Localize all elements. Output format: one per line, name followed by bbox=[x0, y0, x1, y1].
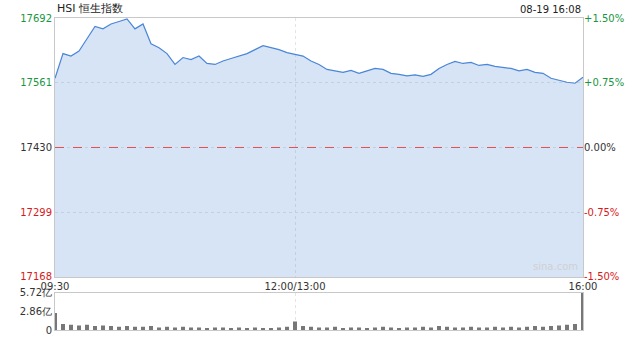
svg-text:0: 0 bbox=[46, 325, 52, 336]
svg-text:+0.75%: +0.75% bbox=[584, 77, 624, 88]
svg-text:17561: 17561 bbox=[20, 77, 52, 88]
svg-text:12:00/13:00: 12:00/13:00 bbox=[264, 281, 325, 292]
svg-text:+1.50%: +1.50% bbox=[584, 13, 624, 24]
svg-text:0.00%: 0.00% bbox=[584, 142, 616, 153]
svg-text:-1.50%: -1.50% bbox=[584, 271, 619, 282]
svg-text:sina.com: sina.com bbox=[533, 261, 578, 272]
svg-text:-0.75%: -0.75% bbox=[584, 207, 619, 218]
svg-text:08-19 16:08: 08-19 16:08 bbox=[520, 4, 581, 15]
svg-text:09:30: 09:30 bbox=[41, 281, 70, 292]
svg-text:5.72亿: 5.72亿 bbox=[20, 287, 52, 298]
svg-text:17168: 17168 bbox=[20, 271, 52, 282]
svg-text:2.86亿: 2.86亿 bbox=[20, 306, 52, 317]
svg-text:17299: 17299 bbox=[20, 207, 52, 218]
svg-text:17692: 17692 bbox=[20, 13, 52, 24]
svg-text:16:00: 16:00 bbox=[569, 281, 598, 292]
svg-text:HSI 恒生指数: HSI 恒生指数 bbox=[57, 2, 123, 15]
svg-text:17430: 17430 bbox=[20, 142, 52, 153]
